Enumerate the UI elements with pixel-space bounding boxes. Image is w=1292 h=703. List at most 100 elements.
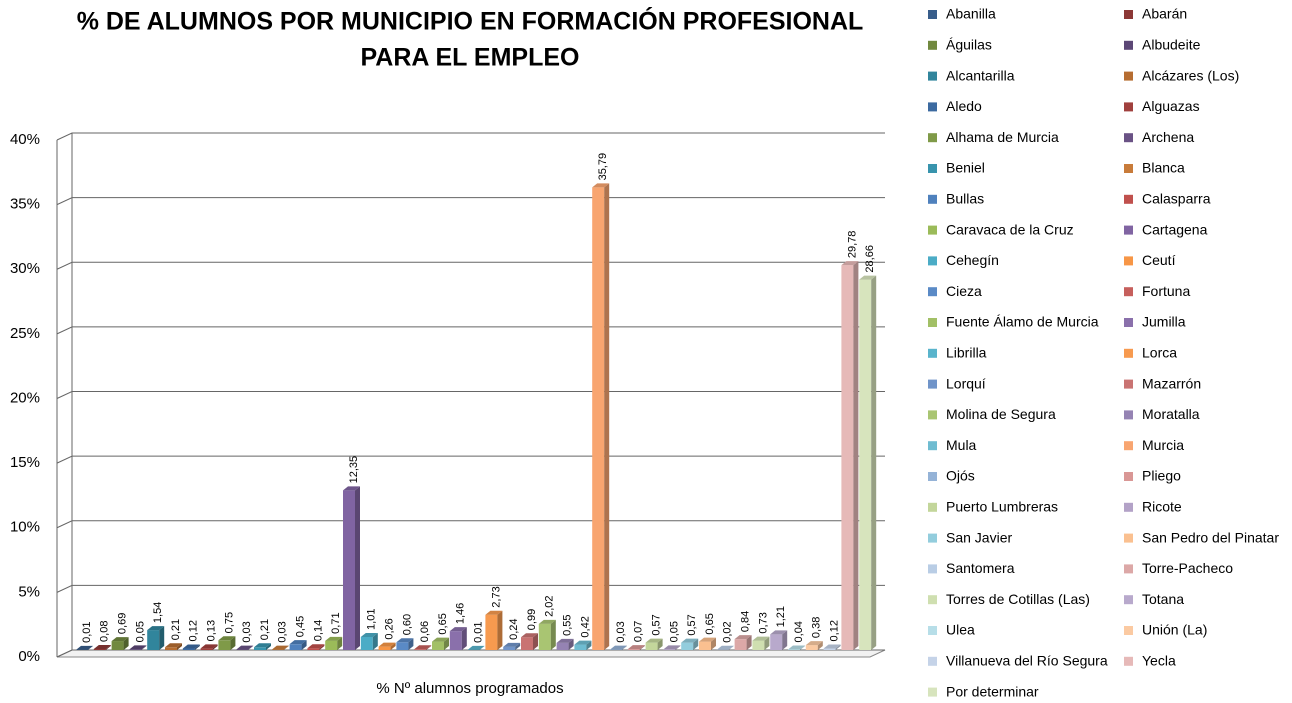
grid-line [56, 261, 885, 270]
bar-top [325, 636, 343, 641]
legend-swatch [1124, 164, 1133, 173]
grid-line [56, 197, 885, 206]
legend-label: Librilla [946, 345, 987, 361]
bar-top [805, 641, 823, 646]
bar [681, 638, 699, 650]
x-tick-label: % Nº alumnos programados [376, 680, 563, 697]
bar-top [592, 183, 610, 188]
y-tick-label: 5% [18, 583, 40, 600]
data-label: 0,73 [757, 612, 769, 633]
bar [734, 635, 752, 650]
bar-top [627, 645, 645, 650]
bar [788, 645, 805, 650]
bar-side [372, 632, 378, 650]
bar-top [307, 644, 325, 649]
legend-swatch [1124, 348, 1133, 358]
legend-swatch [1124, 656, 1133, 666]
legend-swatch [1124, 502, 1133, 512]
bar-top [343, 486, 360, 491]
legend-swatch [928, 564, 937, 574]
bar [378, 642, 396, 650]
data-label: 1,54 [152, 602, 164, 623]
bar [663, 645, 681, 650]
y-tick-label: 0% [18, 648, 40, 665]
legend-label: Alguazas [1142, 98, 1200, 114]
legend-swatch [1124, 194, 1133, 204]
data-label: 1,01 [366, 609, 378, 630]
legend-label: Calasparra [1142, 191, 1211, 207]
bar-front [699, 641, 711, 650]
bar-front [165, 647, 177, 650]
data-label: 0,03 [615, 621, 627, 642]
bar [467, 645, 485, 650]
bar-side [817, 641, 823, 650]
bar-top [236, 645, 254, 650]
bar-front [307, 648, 320, 650]
bar-top [449, 627, 467, 632]
bar [432, 637, 449, 650]
bar-top [432, 637, 449, 642]
legend-label: Cartagena [1142, 221, 1208, 237]
legend-label: Abarán [1142, 6, 1187, 22]
bar [414, 645, 432, 650]
grid-line [56, 455, 885, 464]
bar-front [378, 646, 391, 650]
bar-side [319, 644, 325, 650]
bar [699, 637, 716, 650]
bar-side [675, 645, 681, 650]
legend-label: Aledo [946, 98, 982, 114]
bar [592, 183, 610, 650]
legend-label: Totana [1142, 591, 1184, 607]
data-label: 0,02 [722, 621, 734, 642]
bar-front [574, 644, 587, 650]
data-label: 0,65 [704, 613, 716, 634]
bar [841, 261, 859, 650]
data-label: 0,14 [312, 620, 324, 641]
legend-swatch [928, 348, 937, 358]
legend-label: Ulea [946, 622, 975, 638]
legend-label: Mazarrón [1142, 375, 1201, 391]
bar [627, 645, 645, 650]
legend-swatch [1124, 71, 1133, 81]
bar-front [111, 641, 124, 650]
legend-label: Por determinar [946, 683, 1039, 699]
bar-side [568, 638, 574, 650]
legend-label: Archena [1142, 129, 1194, 145]
bar-top [467, 645, 485, 650]
data-label: 0,75 [223, 612, 235, 633]
legend-label: Mula [946, 437, 977, 453]
bar-side [159, 626, 165, 650]
bar-top [76, 645, 93, 650]
legend-swatch [1124, 225, 1133, 235]
legend-swatch [1124, 40, 1133, 50]
data-label: 0,26 [384, 618, 396, 639]
legend-swatch [1124, 133, 1133, 143]
bar [610, 645, 627, 650]
data-label: 0,01 [473, 621, 485, 642]
bar [182, 644, 200, 650]
legend-swatch [1124, 410, 1133, 420]
data-label: 0,42 [579, 616, 591, 637]
data-label: 28,66 [864, 245, 876, 273]
bar-top [734, 635, 752, 640]
data-label: 0,05 [134, 621, 146, 642]
bar-front [805, 645, 818, 650]
bar-front [592, 187, 605, 650]
legend-swatch [928, 256, 937, 266]
data-label: 0,03 [241, 621, 253, 642]
bar-side [871, 275, 877, 650]
bar-side [248, 645, 254, 650]
bar-side [782, 630, 788, 650]
data-label: 0,04 [793, 621, 805, 642]
chart-title: % DE ALUMNOS POR MUNICIPIO EN FORMACIÓN … [77, 6, 864, 36]
legend-label: Lorquí [946, 375, 986, 391]
data-label: 0,45 [295, 616, 307, 637]
bar [325, 636, 343, 650]
bar-side [586, 640, 592, 650]
grid-line [56, 584, 885, 593]
bar-side [105, 644, 111, 650]
bar-top [752, 636, 770, 641]
bar-front [859, 279, 872, 650]
bar [859, 275, 877, 650]
